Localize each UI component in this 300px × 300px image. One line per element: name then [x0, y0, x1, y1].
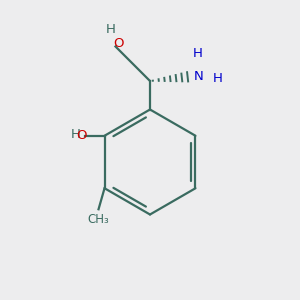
Text: N: N	[194, 70, 204, 83]
Text: O: O	[113, 37, 124, 50]
Text: H: H	[193, 47, 202, 60]
Text: H: H	[71, 128, 80, 141]
Text: H: H	[212, 71, 222, 85]
Text: H: H	[106, 23, 116, 36]
Text: O: O	[76, 129, 86, 142]
Text: CH₃: CH₃	[88, 213, 110, 226]
